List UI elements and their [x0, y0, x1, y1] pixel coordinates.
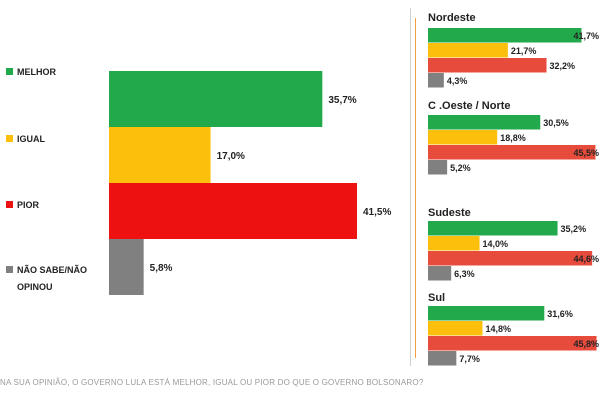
region-title-nordeste: Nordeste — [428, 12, 476, 24]
region-nordeste-value-melhor: 41,7% — [573, 31, 599, 41]
main-chart: 35,7% MELHOR 17,0% IGUAL 41,5% PIOR 5,8% NÃO SA… — [6, 67, 391, 295]
legend-label-igual: IGUAL — [17, 134, 46, 144]
legend-swatch-igual — [6, 135, 13, 142]
region-sul-bar-igual — [428, 321, 483, 336]
legend-label-nao-sabe-line2: OPINOU — [17, 282, 53, 292]
region-sul-value-nao-sabe: 7,7% — [459, 354, 480, 364]
legend-swatch-nao-sabe — [6, 266, 13, 273]
region-nordeste-value-pior: 32,2% — [550, 61, 576, 71]
legend-label-pior: PIOR — [17, 200, 40, 210]
region-centro-oeste-norte-bar-nao-sabe — [428, 160, 448, 175]
legend-label-melhor: MELHOR — [17, 67, 56, 77]
region-sul-bar-nao-sabe — [428, 351, 457, 366]
region-nordeste-bar-igual — [428, 43, 508, 58]
region-nordeste-value-nao-sabe: 4,3% — [447, 76, 468, 86]
region-sul-value-pior: 45,8% — [573, 339, 599, 349]
region-sul-value-melhor: 31,6% — [547, 309, 573, 319]
region-sudeste-value-igual: 14,0% — [483, 239, 509, 249]
main-value-label-pior: 41,5% — [363, 207, 391, 218]
panel-divider — [410, 8, 411, 366]
region-sul-value-igual: 14,8% — [485, 324, 511, 334]
region-sudeste-value-pior: 44,6% — [573, 254, 599, 264]
survey-question: NA SUA OPINIÃO, O GOVERNO LULA ESTÁ MELH… — [0, 378, 424, 387]
main-bar-melhor — [109, 71, 323, 127]
region-nordeste-bar-nao-sabe — [428, 73, 444, 88]
main-value-label-nao-sabe: 5,8% — [150, 263, 173, 274]
region-centro-oeste-norte-value-nao-sabe: 5,2% — [450, 163, 471, 173]
region-centro-oeste-norte-bar-melhor — [428, 115, 541, 130]
region-centro-oeste-norte-value-igual: 18,8% — [500, 133, 526, 143]
region-sul-bar-melhor — [428, 306, 545, 321]
region-sudeste-bar-nao-sabe — [428, 266, 452, 281]
main-bar-nao-sabe — [109, 239, 144, 295]
region-nordeste-chart: 41,7% 21,7% 32,2% 4,3% — [428, 28, 599, 88]
region-title-sudeste: Sudeste — [428, 207, 471, 219]
region-centro-oeste-norte-bar-igual — [428, 130, 498, 145]
panel-accent-line — [415, 18, 416, 358]
region-sudeste-bar-igual — [428, 236, 480, 251]
region-sudeste-bar-melhor — [428, 221, 558, 236]
legend-swatch-pior — [6, 201, 13, 208]
region-centro-oeste-norte-value-melhor: 30,5% — [543, 118, 569, 128]
region-centro-oeste-norte-chart: 30,5% 18,8% 45,5% 5,2% — [428, 115, 599, 175]
region-title-sul: Sul — [428, 292, 446, 304]
region-sudeste-value-melhor: 35,2% — [561, 224, 587, 234]
region-sul-bar-pior — [428, 336, 597, 351]
main-value-label-igual: 17,0% — [217, 151, 245, 162]
region-sul-chart: 31,6% 14,8% 45,8% 7,7% — [428, 306, 599, 366]
main-value-label-melhor: 35,7% — [328, 95, 356, 106]
region-centro-oeste-norte-bar-pior — [428, 145, 596, 160]
region-nordeste-bar-melhor — [428, 28, 582, 43]
region-nordeste-bar-pior — [428, 58, 547, 73]
region-nordeste-value-igual: 21,7% — [511, 46, 537, 56]
main-bar-igual — [109, 127, 211, 183]
region-centro-oeste-norte-value-pior: 45,5% — [573, 148, 599, 158]
legend-label-nao-sabe: NÃO SABE/NÃO — [17, 265, 87, 275]
region-sudeste-value-nao-sabe: 6,3% — [454, 269, 475, 279]
region-sudeste-chart: 35,2% 14,0% 44,6% 6,3% — [428, 221, 599, 281]
region-title-centro-oeste-norte: C .Oeste / Norte — [428, 100, 511, 112]
main-bar-pior — [109, 183, 357, 239]
region-sudeste-bar-pior — [428, 251, 593, 266]
legend-swatch-melhor — [6, 68, 13, 75]
